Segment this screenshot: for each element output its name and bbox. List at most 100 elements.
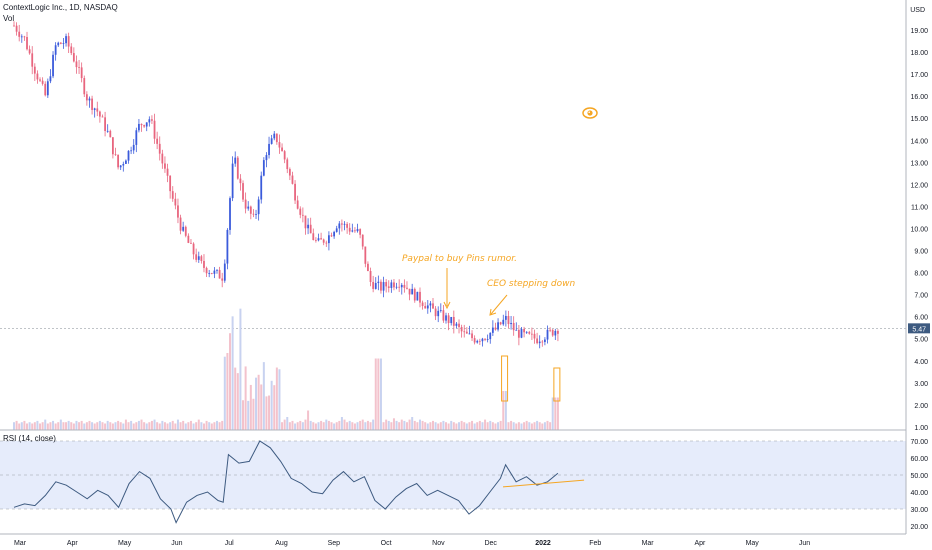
candle-body <box>218 269 221 279</box>
volume-bar <box>340 417 343 430</box>
candle-body <box>145 122 148 127</box>
volume-bar <box>281 422 284 430</box>
candle-body <box>205 267 208 274</box>
volume-bar <box>424 422 427 430</box>
candle-body <box>385 282 388 287</box>
candle-body <box>312 233 315 241</box>
candle-body <box>18 31 21 37</box>
volume-bar <box>119 422 122 430</box>
candle-body <box>486 339 489 340</box>
candle-body <box>260 175 263 200</box>
volume-bar <box>387 420 390 430</box>
volume-bar <box>169 422 172 430</box>
eye-icon[interactable] <box>582 106 598 120</box>
candle-body <box>351 230 354 232</box>
volume-bar <box>320 420 323 430</box>
candle-body <box>234 157 237 164</box>
candle-body <box>255 214 257 215</box>
volume-bar <box>275 367 278 430</box>
candle-body <box>286 159 289 170</box>
volume-bar <box>156 422 159 430</box>
rsi-tick-label: 40.00 <box>910 490 928 497</box>
volume-bar <box>62 422 65 430</box>
volume-bar <box>189 420 192 430</box>
volume-bar <box>192 423 195 430</box>
volume-bar <box>473 423 476 430</box>
price-tick-label: 15.00 <box>910 116 928 123</box>
rsi-tick-label: 50.00 <box>910 473 928 480</box>
volume-bar <box>143 422 146 430</box>
candle-body <box>96 108 99 112</box>
volume-bar <box>530 423 533 430</box>
candle-body <box>20 36 23 38</box>
price-tick-label: 14.00 <box>910 138 928 145</box>
rsi-tick-label: 30.00 <box>910 507 928 514</box>
candle-body <box>44 83 47 96</box>
volume-bar <box>439 422 442 430</box>
candle-body <box>187 235 190 243</box>
candle-body <box>372 281 375 289</box>
volume-bar <box>161 420 164 430</box>
volume-bar <box>124 419 127 430</box>
time-tick-label: Jun <box>171 540 182 547</box>
candle-body <box>135 130 138 145</box>
rsi-tick-label: 20.00 <box>910 524 928 531</box>
volume-bar <box>484 419 487 430</box>
time-tick-label: Dec <box>484 540 497 547</box>
candle-body <box>46 81 49 96</box>
volume-bar <box>184 423 187 430</box>
candle-body <box>226 229 229 264</box>
volume-bar <box>460 420 463 430</box>
candle-body <box>270 138 273 144</box>
price-tick-label: 19.00 <box>910 28 928 35</box>
volume-bar <box>478 420 481 430</box>
candle-body <box>314 240 317 241</box>
volume-bar <box>499 420 502 430</box>
volume-bar <box>338 420 341 430</box>
volume-bar <box>452 422 455 430</box>
volume-bar <box>239 308 242 430</box>
volume-bar <box>546 420 549 430</box>
candle-body <box>166 168 169 176</box>
candle-body <box>515 329 518 331</box>
volume-bar <box>450 420 453 430</box>
candle-body <box>320 238 322 240</box>
candle-body <box>523 329 525 333</box>
candle-body <box>330 235 333 237</box>
candle-body <box>419 291 421 303</box>
candle-body <box>111 137 114 155</box>
volume-bar <box>288 422 291 430</box>
candlesticks <box>13 21 559 349</box>
volume-bar <box>510 420 513 430</box>
volume-bar <box>213 422 216 430</box>
candle-body <box>182 226 185 231</box>
candle-body <box>33 66 36 74</box>
volume-bar <box>49 422 52 430</box>
candle-body <box>98 111 101 117</box>
volume-bar <box>59 419 62 430</box>
rsi-trendline <box>502 479 585 488</box>
candle-body <box>411 288 414 295</box>
volume-bar <box>101 422 104 430</box>
volume-bar <box>429 422 432 430</box>
time-tick-label: Apr <box>67 540 79 547</box>
volume-bar <box>512 422 515 430</box>
volume-bar <box>395 420 398 430</box>
candle-body <box>117 154 119 168</box>
candle-body <box>502 319 505 325</box>
volume-bar <box>296 422 299 430</box>
volume-bar <box>333 423 336 430</box>
volume-bar <box>442 420 445 430</box>
volume-label: Vol <box>3 14 15 23</box>
volume-bar <box>327 420 330 430</box>
candle-body <box>179 217 182 231</box>
volume-bar <box>268 395 271 430</box>
candle-body <box>458 323 460 328</box>
candle-body <box>132 144 135 151</box>
candle-body <box>83 78 86 95</box>
volume-bar <box>187 422 190 430</box>
candle-body <box>507 315 510 325</box>
candle-body <box>13 25 15 27</box>
candle-body <box>377 281 380 284</box>
